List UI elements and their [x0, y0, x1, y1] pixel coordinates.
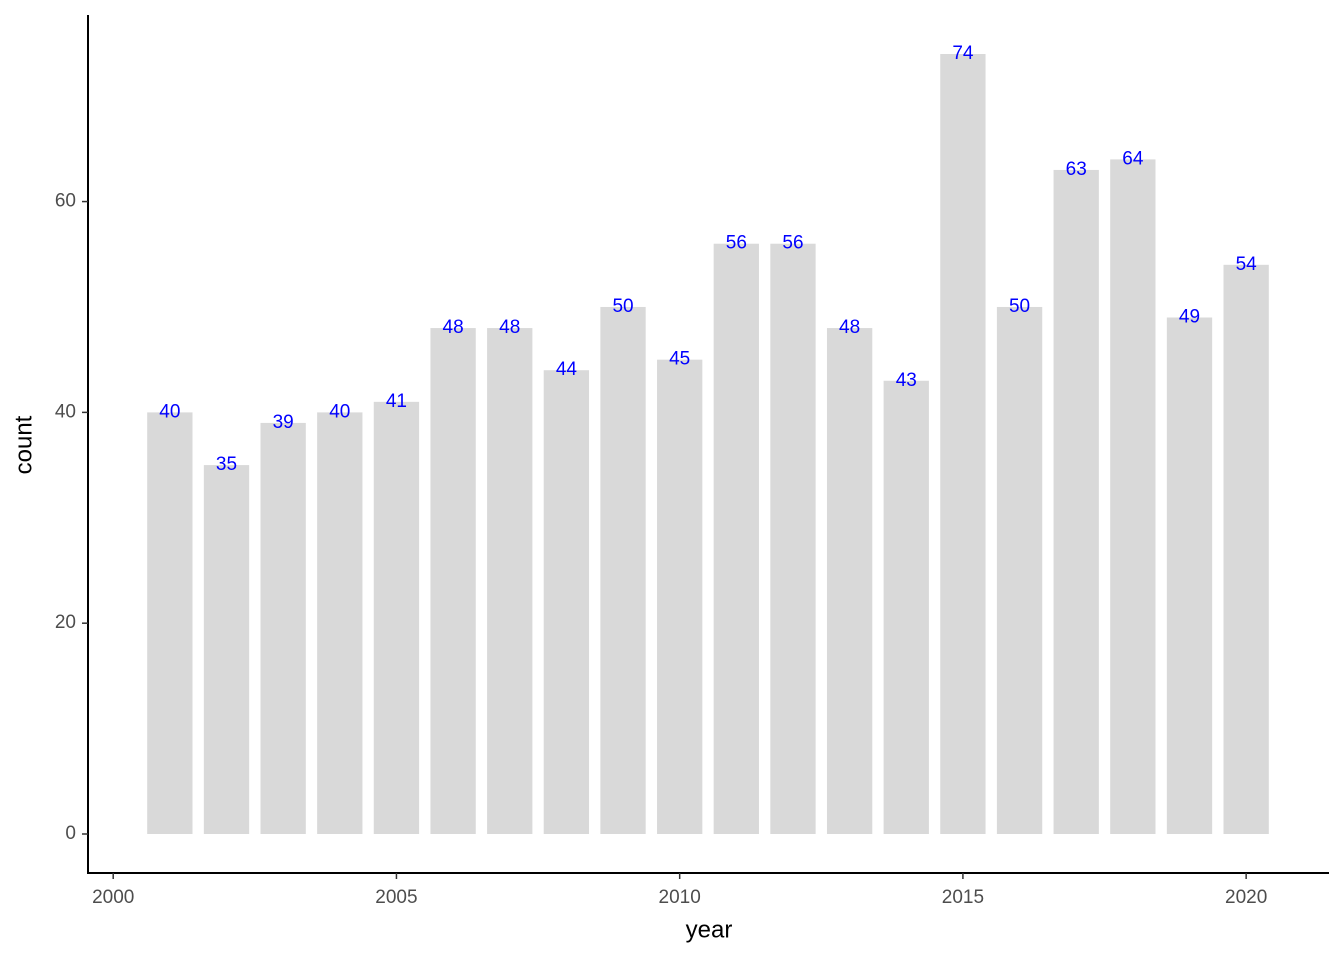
value-label: 48 — [443, 317, 464, 338]
bar — [317, 412, 363, 834]
value-label: 41 — [386, 391, 407, 412]
value-label: 50 — [1009, 296, 1030, 317]
bar — [1223, 264, 1269, 835]
y-axis-title: count — [10, 415, 37, 474]
value-label: 43 — [896, 370, 917, 391]
bar — [260, 422, 306, 834]
bar — [1110, 159, 1156, 835]
value-label: 64 — [1122, 148, 1144, 169]
value-label: 45 — [669, 349, 690, 370]
y-tick-label: 40 — [55, 401, 76, 422]
bar — [1166, 317, 1213, 834]
value-label: 40 — [159, 401, 180, 422]
x-tick-label: 2000 — [92, 887, 134, 908]
bar — [487, 328, 533, 834]
bar — [657, 359, 703, 834]
value-label: 74 — [952, 43, 974, 64]
x-tick-label: 2020 — [1225, 887, 1267, 908]
y-tick-label: 20 — [55, 612, 76, 633]
y-tick-label: 0 — [65, 823, 76, 844]
value-label: 56 — [782, 233, 803, 254]
bar — [826, 328, 873, 834]
value-label: 50 — [612, 296, 633, 317]
x-tick-label: 2015 — [942, 887, 984, 908]
y-tick-label: 60 — [55, 191, 76, 212]
x-axis-title: year — [686, 916, 733, 943]
value-label: 48 — [839, 317, 860, 338]
bar — [940, 54, 986, 834]
value-label: 44 — [556, 359, 578, 380]
bar — [883, 380, 929, 834]
bar — [373, 401, 420, 834]
value-label: 56 — [726, 233, 747, 254]
bar — [430, 328, 476, 834]
bar — [203, 465, 250, 834]
bar — [543, 370, 590, 834]
bar — [147, 412, 193, 834]
x-tick-label: 2005 — [375, 887, 417, 908]
value-label: 39 — [273, 412, 294, 433]
value-label: 49 — [1179, 307, 1200, 328]
bar — [600, 306, 646, 834]
bar — [713, 243, 759, 834]
bar — [996, 306, 1043, 834]
bar — [1053, 169, 1099, 835]
x-tick-label: 2010 — [659, 887, 701, 908]
value-label: 35 — [216, 454, 237, 475]
value-label: 54 — [1236, 254, 1258, 275]
bar — [770, 243, 816, 834]
value-label: 63 — [1066, 159, 1087, 180]
value-label: 48 — [499, 317, 520, 338]
value-label: 40 — [329, 401, 350, 422]
